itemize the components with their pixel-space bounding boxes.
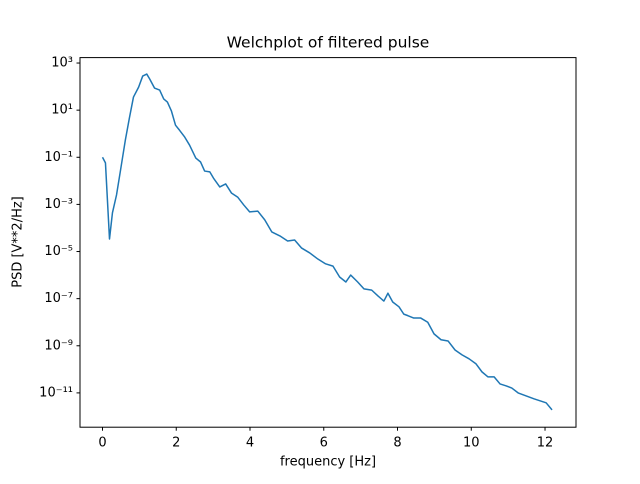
axes-frame bbox=[79, 57, 577, 428]
chart-title: Welchplot of filtered pulse bbox=[227, 34, 430, 52]
data-line bbox=[101, 73, 553, 411]
y-axis-label: PSD [V**2/Hz] bbox=[11, 196, 26, 288]
y-tick-label: 10⁻³ bbox=[44, 197, 73, 212]
x-tick-label: 10 bbox=[463, 436, 480, 451]
y-tick-label: 10⁻⁷ bbox=[44, 291, 73, 306]
x-tick-label: 2 bbox=[172, 436, 180, 451]
y-tick-label: 10⁻¹ bbox=[44, 150, 73, 165]
y-tick-label: 10⁻⁵ bbox=[44, 244, 73, 259]
x-tick-label: 4 bbox=[246, 436, 254, 451]
y-tick-label: 10⁻¹¹ bbox=[39, 385, 73, 400]
x-tick-label: 12 bbox=[537, 436, 554, 451]
x-tick-label: 8 bbox=[393, 436, 401, 451]
x-axis-label: frequency [Hz] bbox=[280, 455, 376, 470]
x-tick-label: 6 bbox=[320, 436, 328, 451]
y-tick-label: 10¹ bbox=[51, 103, 73, 118]
y-tick-label: 10⁻⁹ bbox=[44, 338, 73, 353]
x-tick-label: 0 bbox=[98, 436, 106, 451]
y-tick-label: 10³ bbox=[51, 56, 73, 71]
